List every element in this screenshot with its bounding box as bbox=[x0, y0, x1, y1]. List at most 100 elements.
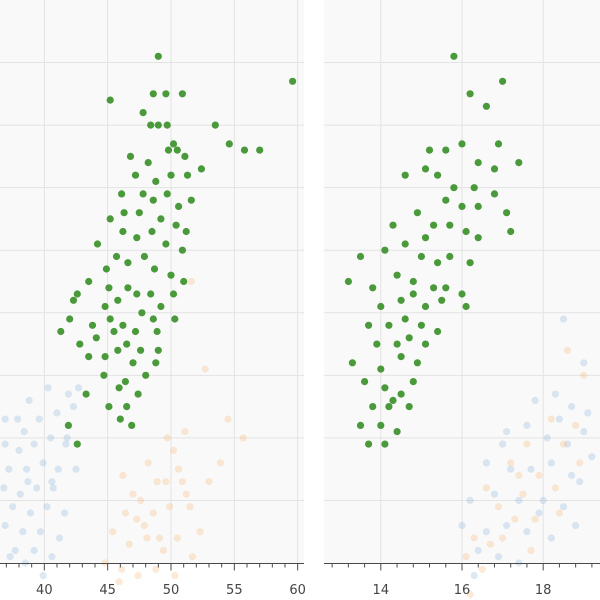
left-grid bbox=[0, 0, 304, 563]
scatter-point bbox=[105, 284, 113, 292]
scatter-point bbox=[153, 478, 161, 486]
scatter-point bbox=[1, 521, 9, 530]
scatter-point bbox=[154, 346, 162, 354]
scatter-point bbox=[356, 252, 365, 261]
scatter-point bbox=[171, 315, 179, 323]
scatter-point bbox=[446, 252, 454, 261]
scatter-point bbox=[64, 390, 72, 398]
scatter-point bbox=[576, 459, 584, 467]
scatter-point bbox=[409, 277, 417, 286]
scatter-point bbox=[175, 202, 183, 210]
scatter-point bbox=[109, 528, 117, 536]
scatter-point bbox=[0, 484, 8, 492]
scatter-point bbox=[126, 152, 135, 160]
scatter-point bbox=[137, 496, 145, 504]
scatter-point bbox=[531, 515, 539, 523]
scatter-point bbox=[115, 578, 123, 586]
scatter-point bbox=[183, 171, 192, 179]
scatter-point bbox=[61, 509, 69, 517]
scatter-point bbox=[413, 359, 421, 367]
scatter-point bbox=[474, 546, 482, 555]
scatter-point bbox=[121, 378, 129, 386]
scatter-point bbox=[381, 246, 389, 254]
scatter-point bbox=[166, 503, 174, 511]
scatter-point bbox=[19, 528, 27, 536]
scatter-point bbox=[187, 196, 195, 204]
scatter-point bbox=[482, 102, 490, 110]
scatter-point bbox=[73, 440, 81, 448]
scatter-point bbox=[115, 384, 123, 392]
scatter-point bbox=[30, 546, 38, 555]
scatter-point bbox=[377, 302, 385, 311]
scatter-point bbox=[181, 152, 189, 160]
scatter-point bbox=[442, 196, 450, 204]
scatter-point bbox=[119, 227, 127, 236]
scatter-point bbox=[462, 302, 470, 311]
scatter-point bbox=[385, 321, 393, 329]
scatter-point bbox=[211, 121, 219, 129]
scatter-point bbox=[128, 421, 136, 429]
scatter-point bbox=[74, 384, 83, 392]
right-scatter-panel: 14 16 18 bbox=[324, 0, 600, 598]
scatter-point bbox=[129, 359, 137, 367]
scatter-point bbox=[523, 528, 531, 536]
scatter-point bbox=[430, 221, 438, 229]
scatter-point bbox=[120, 209, 128, 217]
scatter-point bbox=[169, 290, 178, 298]
scatter-point bbox=[519, 490, 527, 498]
scatter-point bbox=[344, 277, 352, 286]
scatter-point bbox=[377, 365, 385, 373]
scatter-point bbox=[539, 496, 547, 504]
scatter-point bbox=[48, 478, 56, 486]
scatter-point bbox=[25, 396, 33, 404]
scatter-point bbox=[173, 534, 181, 542]
scatter-point bbox=[178, 478, 186, 486]
scatter-point bbox=[568, 471, 576, 479]
scatter-point bbox=[580, 359, 588, 367]
scatter-point bbox=[178, 90, 186, 98]
scatter-point bbox=[14, 415, 22, 423]
scatter-point bbox=[507, 459, 515, 467]
scatter-point bbox=[289, 77, 297, 85]
scatter-point bbox=[559, 315, 568, 323]
scatter-point bbox=[239, 434, 247, 442]
scatter-point bbox=[430, 284, 438, 292]
scatter-point bbox=[110, 327, 118, 336]
scatter-point bbox=[114, 296, 122, 304]
scatter-point bbox=[499, 440, 507, 448]
scatter-point bbox=[11, 546, 19, 555]
scatter-point bbox=[5, 465, 13, 473]
scatter-point bbox=[152, 359, 160, 367]
scatter-point bbox=[139, 109, 147, 117]
scatter-point bbox=[92, 334, 100, 342]
scatter-point bbox=[559, 440, 568, 448]
scatter-point bbox=[389, 221, 397, 229]
scatter-point bbox=[462, 227, 470, 236]
scatter-point bbox=[225, 140, 233, 148]
scatter-point bbox=[105, 403, 113, 411]
scatter-point bbox=[401, 315, 409, 323]
scatter-point bbox=[503, 521, 511, 530]
scatter-point bbox=[85, 277, 93, 286]
scatter-point bbox=[494, 503, 503, 511]
scatter-point bbox=[118, 190, 126, 198]
scatter-point bbox=[121, 509, 129, 517]
scatter-point bbox=[490, 490, 499, 498]
scatter-point bbox=[381, 384, 389, 392]
scatter-point bbox=[154, 121, 162, 129]
scatter-point bbox=[555, 415, 564, 423]
scatter-point bbox=[503, 209, 511, 217]
scatter-point bbox=[49, 484, 57, 492]
scatter-point bbox=[88, 321, 97, 329]
scatter-point bbox=[156, 534, 164, 542]
scatter-point bbox=[149, 315, 157, 323]
scatter-point bbox=[490, 165, 499, 173]
x-tick-label: 18 bbox=[535, 583, 552, 598]
scatter-point bbox=[162, 240, 170, 248]
scatter-point bbox=[425, 146, 434, 154]
scatter-point bbox=[172, 221, 180, 229]
scatter-point bbox=[507, 227, 515, 236]
scatter-point bbox=[515, 496, 523, 504]
scatter-point bbox=[69, 403, 78, 411]
x-tick-label: 60 bbox=[289, 583, 306, 598]
